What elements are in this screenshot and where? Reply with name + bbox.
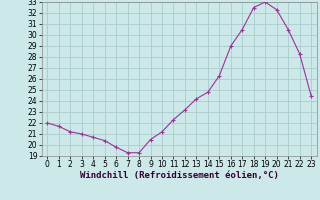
X-axis label: Windchill (Refroidissement éolien,°C): Windchill (Refroidissement éolien,°C) xyxy=(80,171,279,180)
